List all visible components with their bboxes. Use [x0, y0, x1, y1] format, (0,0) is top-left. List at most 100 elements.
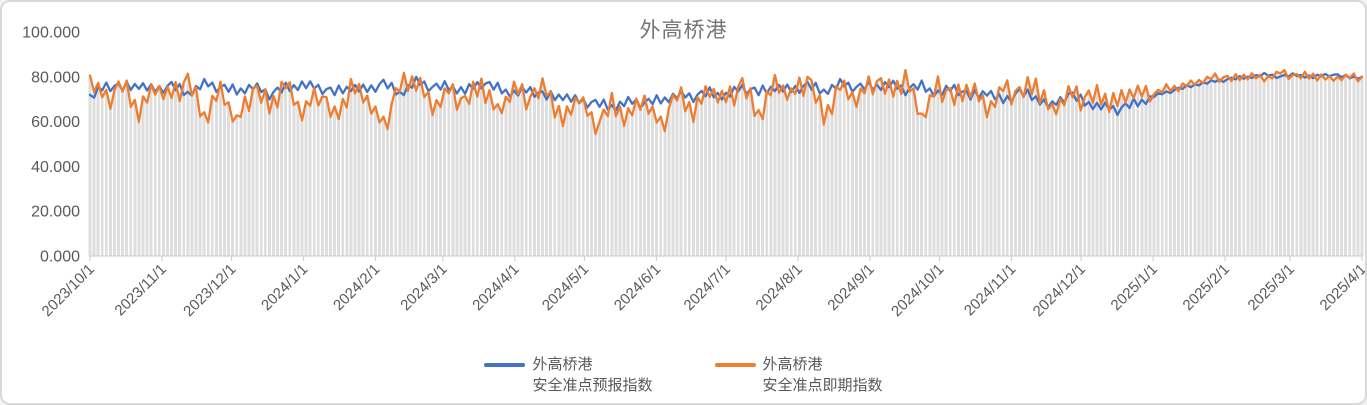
bar	[655, 122, 659, 256]
bar	[618, 106, 622, 256]
bar	[577, 102, 581, 256]
bar	[508, 102, 512, 256]
bar	[777, 93, 781, 256]
bar	[1124, 102, 1127, 256]
bar	[965, 84, 968, 256]
y-tick-label: 0.000	[40, 249, 80, 266]
bar	[1360, 76, 1364, 256]
bar	[753, 115, 756, 256]
bar	[1168, 90, 1172, 257]
bar	[113, 90, 116, 256]
bar	[895, 80, 899, 256]
bar	[1038, 103, 1042, 256]
bar	[924, 117, 928, 256]
bar	[223, 104, 226, 256]
bar	[1050, 104, 1054, 256]
bar	[720, 90, 724, 256]
bar	[704, 86, 707, 256]
bar	[545, 95, 548, 256]
bar	[1197, 80, 1201, 256]
bar	[1120, 90, 1123, 256]
bar	[1299, 78, 1303, 256]
bar	[663, 131, 667, 256]
bar	[969, 97, 972, 257]
bar	[1327, 76, 1331, 256]
bar	[1144, 85, 1148, 257]
bar	[333, 106, 336, 257]
x-tick-label: 2023/10/1	[39, 261, 98, 320]
bar	[1111, 93, 1115, 256]
bar	[1095, 85, 1099, 256]
bar	[1279, 73, 1282, 257]
bar	[822, 124, 826, 256]
x-tick-label: 2024/11/1	[961, 261, 1019, 319]
bar	[512, 81, 516, 256]
bar	[977, 101, 981, 257]
bar	[708, 97, 712, 256]
bar	[1230, 81, 1233, 256]
legend-line-swatch-actual	[714, 363, 756, 367]
x-tick-label: 2025/3/1	[1245, 261, 1298, 314]
x-axis-labels: 2023/10/1 2023/11/1 2023/12/1 2024/1/1 2024/…	[39, 256, 1365, 320]
bar	[378, 122, 381, 256]
bar	[272, 96, 275, 256]
bar	[602, 109, 606, 256]
bar	[1209, 79, 1213, 256]
bar	[121, 91, 124, 256]
bar	[532, 88, 536, 256]
bar	[316, 105, 320, 256]
bar	[1152, 93, 1156, 257]
bar	[308, 105, 312, 256]
bar	[634, 98, 638, 256]
bar	[1067, 86, 1070, 256]
bar	[1193, 84, 1197, 256]
bar	[581, 97, 585, 257]
x-tick-label: 2024/9/1	[824, 261, 877, 314]
bar	[1332, 80, 1335, 256]
bar	[643, 95, 646, 256]
bar	[227, 102, 230, 256]
bar	[439, 107, 442, 256]
bar	[129, 106, 133, 256]
bar	[830, 114, 834, 256]
bar	[691, 122, 695, 256]
legend-item-actual: 外高桥港 安全准点即期指数	[714, 354, 883, 396]
y-tick-label: 40.000	[31, 159, 80, 176]
bar	[1026, 77, 1030, 256]
bar	[210, 95, 214, 256]
bar	[361, 102, 365, 256]
bar	[846, 99, 850, 256]
bar	[1014, 90, 1017, 256]
x-tick-label: 2024/8/1	[753, 261, 806, 314]
bar	[174, 82, 177, 256]
bar	[630, 115, 634, 257]
bar	[908, 91, 911, 257]
bar	[1001, 91, 1005, 256]
bar	[765, 91, 769, 257]
bar	[1254, 78, 1258, 257]
bar	[214, 100, 218, 257]
bar	[744, 98, 748, 256]
bar	[1160, 92, 1164, 256]
legend-label-forecast: 外高桥港 安全准点预报指数	[532, 354, 652, 396]
bar	[667, 108, 671, 256]
bar	[585, 115, 589, 256]
bar	[1319, 74, 1323, 257]
bar	[1205, 76, 1209, 256]
y-tick-label: 20.000	[31, 204, 80, 221]
bar	[944, 90, 948, 256]
bar	[524, 109, 528, 257]
bar	[108, 108, 112, 256]
x-tick-label: 2024/5/1	[539, 261, 592, 314]
bar	[1046, 109, 1050, 256]
bar	[1018, 87, 1021, 256]
bar	[492, 109, 495, 256]
bar	[369, 113, 373, 256]
bar	[418, 77, 422, 257]
bar	[353, 93, 357, 256]
bar	[149, 84, 153, 256]
bar	[1177, 91, 1180, 256]
bar	[100, 97, 104, 256]
bar	[496, 104, 500, 256]
bar	[133, 99, 137, 257]
